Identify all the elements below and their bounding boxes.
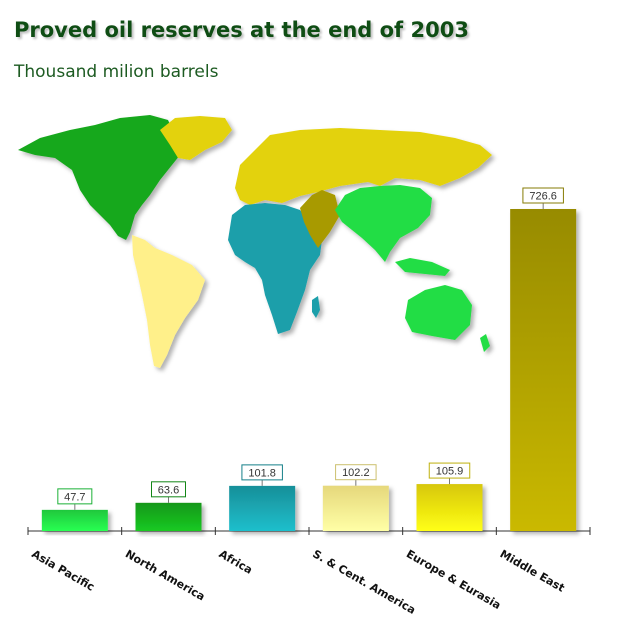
map-region-middle-east	[300, 190, 340, 248]
map-region-europe-eurasia	[235, 128, 492, 205]
map-region-madagascar	[312, 296, 320, 318]
category-label: North America	[123, 547, 207, 603]
category-label: Europe & Eurasia	[404, 547, 503, 612]
value-label-box	[428, 462, 471, 479]
map-region-new-zealand	[480, 334, 490, 352]
chart-subtitle: Thousand milion barrels	[14, 62, 219, 82]
bar	[41, 509, 108, 531]
value-label: 726.6	[529, 191, 557, 203]
map-region-africa	[228, 203, 322, 334]
x-axis	[27, 527, 591, 535]
value-label-box	[522, 187, 564, 204]
category-label: Asia Pacific	[29, 547, 96, 593]
value-label: 105.9	[436, 466, 464, 478]
map-region-indonesia	[395, 258, 450, 276]
world-map	[18, 115, 492, 368]
map-region-australia	[405, 285, 472, 340]
value-label-box	[335, 464, 377, 481]
bar	[510, 209, 577, 531]
map-region-greenland	[160, 116, 232, 160]
value-label: 102.2	[342, 467, 370, 479]
category-label: Africa	[217, 547, 255, 576]
map-region-north-america	[18, 115, 180, 240]
value-label-box	[241, 464, 283, 481]
category-label: Middle East	[498, 547, 567, 594]
value-label-box	[151, 481, 186, 498]
bar	[229, 485, 296, 531]
value-label-box	[57, 488, 93, 505]
bar	[416, 484, 483, 531]
chart-title: Proved oil reserves at the end of 2003	[14, 18, 469, 42]
map-region-asia-pacific	[335, 185, 432, 262]
category-label: S. & Cent. America	[310, 547, 417, 617]
bar	[135, 502, 202, 531]
bar	[322, 485, 389, 531]
map-region-south-america	[132, 235, 205, 368]
value-label: 63.6	[158, 484, 179, 496]
value-label: 47.7	[64, 491, 85, 503]
value-label: 101.8	[248, 467, 276, 479]
